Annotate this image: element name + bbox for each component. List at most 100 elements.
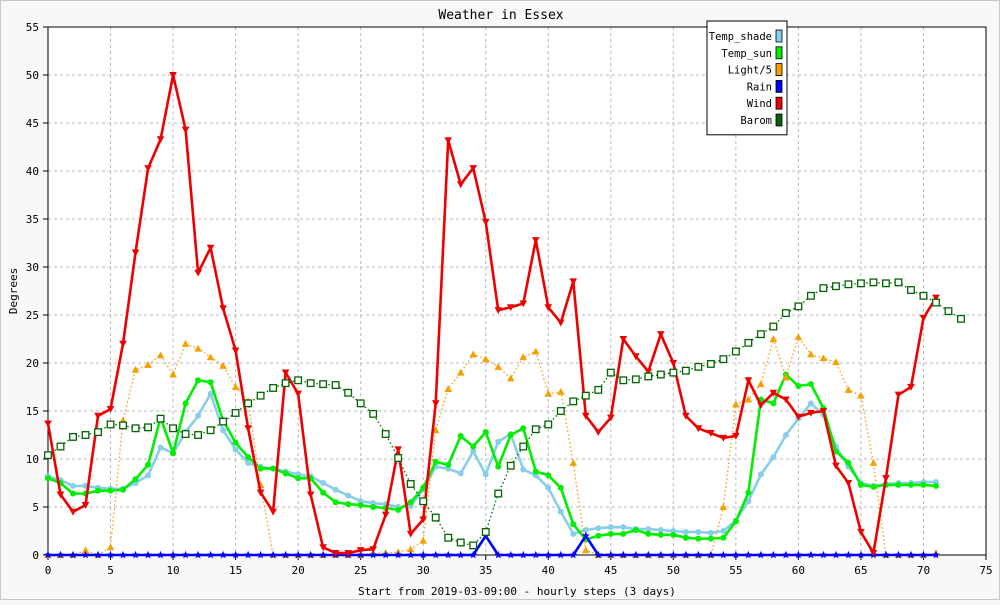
data-point-barom [469,541,478,550]
data-point-barom [344,388,353,397]
data-point-temp-sun [232,439,239,446]
data-point-wind [281,369,290,377]
data-point-barom [131,424,140,433]
series-line-light-5 [48,336,937,556]
data-point-wind [106,406,115,413]
data-point-rain [494,550,503,559]
data-point-barom [719,355,728,364]
data-point-light-5 [106,543,115,551]
data-point-temp-shade [720,528,727,534]
data-point-barom [744,338,753,347]
data-point-rain [206,550,215,559]
data-point-temp-shade [570,530,577,537]
data-point-wind [619,335,628,343]
data-point-rain [556,550,565,559]
data-point-wind [169,71,177,79]
data-point-temp-sun [182,400,189,407]
data-point-rain [907,550,915,559]
data-point-rain [456,550,465,559]
data-point-rain [169,550,178,559]
x-tick-label: 5 [107,564,114,577]
data-point-temp-sun [120,486,127,493]
data-point-barom [794,302,803,311]
data-point-wind [81,502,90,509]
data-point-light-5 [581,546,590,554]
data-point-barom [431,513,440,522]
data-point-wind [231,347,240,355]
x-tick-label: 60 [792,564,805,577]
data-point-temp-sun [345,501,352,508]
data-point-rain [644,550,653,559]
data-point-light-5 [481,355,490,363]
data-point-temp-sun [270,465,277,472]
data-point-rain [606,550,615,559]
data-point-barom [306,379,315,388]
data-point-temp-sun [607,530,614,537]
legend-label: Temp_sun [721,48,772,60]
data-point-wind [256,489,265,497]
data-point-light-5 [144,361,152,368]
data-point-barom [244,399,253,408]
y-tick-label: 35 [26,213,39,226]
data-point-barom [781,309,790,318]
data-point-barom [694,362,703,371]
data-point-wind [194,269,202,277]
data-point-temp-sun [145,461,152,468]
data-point-wind [782,396,790,404]
data-point-temp-sun [95,487,102,494]
data-point-temp-sun [632,527,639,534]
data-point-temp-shade [582,527,589,534]
data-point-wind [431,400,440,408]
data-point-wind [807,409,815,417]
data-point-barom [219,417,228,426]
data-point-temp-shade [520,466,527,473]
series-wind [44,71,940,557]
data-point-rain [469,550,478,559]
data-point-temp-shade [595,525,602,532]
y-tick-label: 45 [26,117,39,130]
data-point-rain [394,550,403,559]
data-point-barom [119,421,127,430]
data-point-wind [844,479,853,487]
data-point-wind [644,368,653,376]
data-point-rain [81,550,90,559]
data-point-temp-sun [70,490,77,497]
data-point-rain [519,550,528,559]
data-point-temp-sun [532,468,539,475]
legend-swatch [775,113,783,127]
data-point-rain [594,550,603,559]
data-point-barom [106,420,115,429]
data-point-rain [882,550,890,559]
data-point-barom [206,426,215,435]
data-point-temp-shade [770,454,777,461]
grid [48,26,986,555]
data-point-barom [932,298,940,307]
data-point-wind [331,550,340,557]
data-point-rain [619,550,628,559]
series [44,71,965,559]
data-point-temp-sun [395,506,402,513]
x-tick-label: 10 [166,564,179,577]
data-point-light-5 [181,340,190,347]
data-point-rain [694,550,703,559]
data-point-temp-sun [107,487,114,494]
data-point-temp-sun [457,432,464,439]
data-point-temp-sun [895,481,902,488]
data-point-rain [806,550,815,559]
data-point-barom [369,409,378,418]
data-point-temp-sun [545,472,552,479]
data-point-barom [831,282,840,291]
data-point-rain [919,550,928,559]
data-point-rain [719,550,728,559]
data-point-barom [356,399,365,408]
data-point-barom [256,391,265,400]
data-point-barom [581,391,590,400]
data-point-barom [294,376,303,385]
data-point-temp-sun [795,383,802,390]
data-point-temp-sun [357,502,364,509]
data-point-barom [944,307,953,316]
data-point-rain [531,550,540,559]
data-point-temp-sun [845,459,852,466]
data-point-rain [856,550,865,559]
data-point-temp-sun [295,475,302,482]
